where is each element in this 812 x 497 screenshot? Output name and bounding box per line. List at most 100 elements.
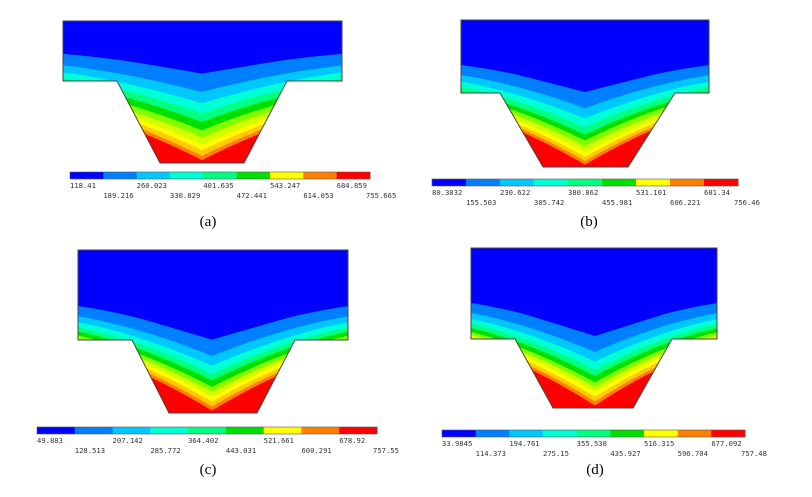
colorbar-tick-label: 614.053 xyxy=(303,191,333,200)
colorbar-b: 80.3832 230.622 380.862 531.101 681.34 155.50… xyxy=(428,177,768,211)
contour-plot-c xyxy=(77,249,349,414)
colorbar-segment xyxy=(534,179,569,186)
colorbar-segment xyxy=(336,172,371,179)
colorbar-segment xyxy=(576,430,611,437)
contour-plot-d xyxy=(470,247,718,409)
legend-c: 49.883 207.142 364.402 521.661 678.92 128.513… xyxy=(36,426,399,455)
colorbar-tick-label: 443.031 xyxy=(226,446,256,455)
colorbar-tick-label: 521.661 xyxy=(264,436,294,445)
colorbar-tick-label: 260.023 xyxy=(137,181,167,190)
panel-c xyxy=(77,248,351,416)
colorbar-tick-label: 455.981 xyxy=(602,198,632,207)
caption-d: (d) xyxy=(586,462,604,478)
colorbar-segment xyxy=(500,179,535,186)
colorbar-tick-label: 230.622 xyxy=(500,188,530,197)
contour-band xyxy=(461,20,709,93)
colorbar-segment xyxy=(112,427,151,434)
colorbar-segment xyxy=(475,430,510,437)
colorbar-tick-label: 684.859 xyxy=(337,181,367,190)
legend-b: 80.3832 230.622 380.862 531.101 681.34 155.50… xyxy=(431,178,760,207)
colorbar-segment xyxy=(432,179,467,186)
colorbar-frame xyxy=(431,178,739,187)
domain-outline xyxy=(470,247,718,409)
colorbar-segment xyxy=(442,430,477,437)
panel-b xyxy=(460,18,715,170)
panel-d xyxy=(470,246,720,411)
colorbar-tick-label: 543.247 xyxy=(270,181,300,190)
panel-a xyxy=(62,18,362,166)
colorbar-segment xyxy=(37,427,76,434)
colorbar-segment xyxy=(644,430,679,437)
colorbar-segment xyxy=(263,427,302,434)
colorbar-segment xyxy=(677,430,712,437)
colorbar-tick-label: 756.46 xyxy=(734,198,760,207)
contour-band xyxy=(471,248,717,336)
colorbar-segment xyxy=(70,172,104,179)
colorbar-tick-label: 755.665 xyxy=(366,191,396,200)
colorbar-segment xyxy=(225,427,265,434)
caption-c: (c) xyxy=(199,462,217,478)
colorbar-segment xyxy=(270,172,304,179)
colorbar-segment xyxy=(509,430,544,437)
contour-band xyxy=(78,250,348,340)
colorbar-tick-label: 677.092 xyxy=(711,439,741,448)
colorbar-tick-label: 128.513 xyxy=(75,446,105,455)
colorbar-segment xyxy=(543,430,578,437)
colorbar-segment xyxy=(236,172,271,179)
colorbar-tick-label: 33.9845 xyxy=(442,439,472,448)
colorbar-segment xyxy=(74,427,114,434)
contour-plot-b xyxy=(460,19,710,168)
colorbar-segment xyxy=(103,172,138,179)
colorbar-segment xyxy=(301,427,340,434)
colorbar-segment xyxy=(466,179,501,186)
colorbar-segment xyxy=(568,179,603,186)
domain-outline xyxy=(62,20,343,164)
colorbar-tick-label: 330.829 xyxy=(170,191,200,200)
colorbar-tick-label: 600.291 xyxy=(301,446,331,455)
caption-b: (b) xyxy=(580,214,598,230)
colorbar-tick-label: 681.34 xyxy=(704,188,730,197)
legend-a: 118.41 260.023 401.635 543.247 684.859 189.21… xyxy=(69,171,396,200)
colorbar-tick-label: 285.772 xyxy=(150,446,180,455)
colorbar-segment xyxy=(602,179,637,186)
colorbar-tick-label: 472.441 xyxy=(237,191,267,200)
colorbar-frame xyxy=(69,171,371,180)
domain-outline xyxy=(77,249,349,414)
colorbar-tick-label: 155.503 xyxy=(466,198,496,207)
colorbar-frame xyxy=(36,426,378,435)
colorbar-tick-label: 305.742 xyxy=(534,198,564,207)
colorbar-segment xyxy=(636,179,671,186)
colorbar-segment xyxy=(170,172,204,179)
colorbar-tick-label: 49.883 xyxy=(37,436,63,445)
colorbar-segment xyxy=(610,430,645,437)
colorbar-tick-label: 531.101 xyxy=(636,188,666,197)
colorbar-frame xyxy=(441,429,746,438)
colorbar-tick-label: 757.55 xyxy=(373,446,399,455)
colorbar-segment xyxy=(670,179,705,186)
colorbar-segment xyxy=(711,430,746,437)
colorbar-a: 118.41 260.023 401.635 543.247 684.859 189.21… xyxy=(62,170,396,204)
colorbar-tick-label: 435.927 xyxy=(610,449,640,458)
colorbar-tick-label: 189.216 xyxy=(103,191,133,200)
colorbar-tick-label: 118.41 xyxy=(70,181,96,190)
colorbar-tick-label: 364.402 xyxy=(188,436,218,445)
colorbar-tick-label: 401.635 xyxy=(203,181,233,190)
colorbar-tick-label: 606.221 xyxy=(670,198,700,207)
colorbar-tick-label: 194.761 xyxy=(509,439,539,448)
colorbar-d: 33.9845 194.761 355.538 516.315 677.092 114.3… xyxy=(440,428,780,462)
colorbar-tick-label: 355.538 xyxy=(577,439,607,448)
colorbar-tick-label: 275.15 xyxy=(543,449,569,458)
colorbar-tick-label: 516.315 xyxy=(644,439,674,448)
colorbar-tick-label: 596.704 xyxy=(678,449,708,458)
colorbar-tick-label: 207.142 xyxy=(113,436,143,445)
colorbar-segment xyxy=(303,172,338,179)
colorbar-segment xyxy=(188,427,227,434)
colorbar-segment xyxy=(704,179,739,186)
colorbar-segment xyxy=(203,172,238,179)
colorbar-tick-label: 380.862 xyxy=(568,188,598,197)
domain-outline xyxy=(460,19,710,168)
colorbar-tick-label: 80.3832 xyxy=(432,188,462,197)
colorbar-tick-label: 114.373 xyxy=(476,449,506,458)
colorbar-tick-label: 678.92 xyxy=(339,436,365,445)
legend-d: 33.9845 194.761 355.538 516.315 677.092 114.3… xyxy=(441,429,767,458)
